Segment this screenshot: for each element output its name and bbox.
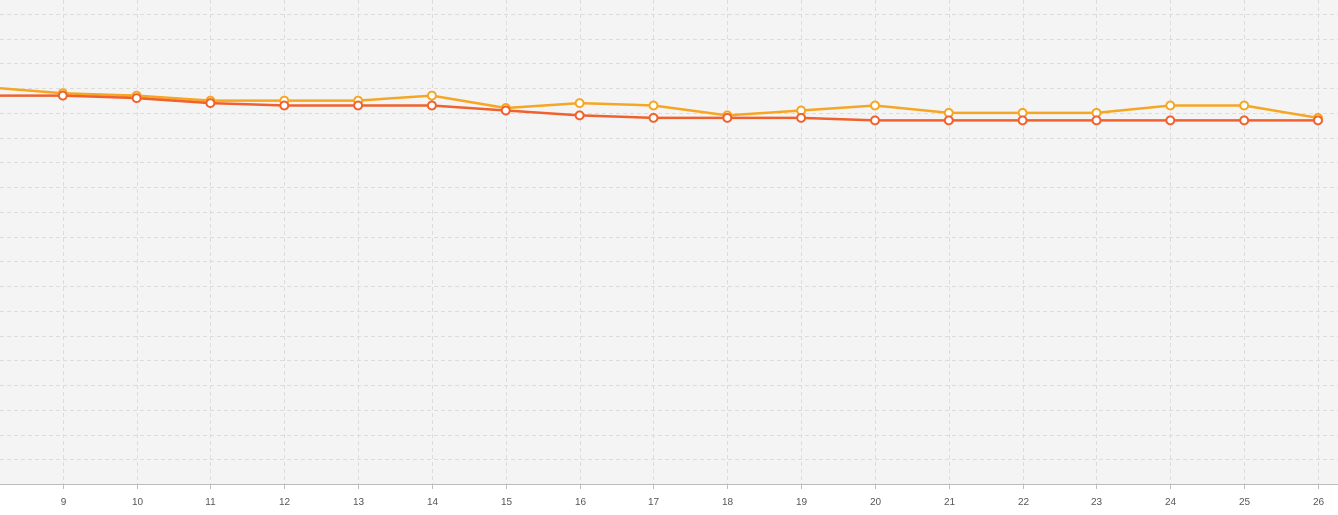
series-point-1 <box>870 100 880 111</box>
x-tick-label: 14 <box>427 497 439 508</box>
x-tick-label: 10 <box>132 497 144 508</box>
series-point-2 <box>1313 115 1323 126</box>
x-axis-tick-labels: 9 10 11 12 13 14 15 16 17 18 19 20 21 22 23 24 25 26 <box>61 497 1325 508</box>
horizontal-gridlines <box>0 14 1338 460</box>
series-point-2 <box>279 100 290 111</box>
series-point-1 <box>1165 100 1176 111</box>
x-tick-label: 24 <box>1165 497 1177 508</box>
series-point-2 <box>796 112 807 123</box>
series-point-1 <box>648 100 659 111</box>
series-point-2 <box>574 110 585 121</box>
series-point-2 <box>870 115 880 126</box>
vertical-gridlines <box>63 0 1319 484</box>
x-tick-label: 18 <box>722 497 734 508</box>
series-point-2 <box>131 93 142 104</box>
series-point-1 <box>1239 100 1250 111</box>
series-point-2 <box>1239 115 1250 126</box>
series-point-2 <box>353 100 364 111</box>
x-axis-ticks <box>63 484 1319 489</box>
series-point-2 <box>205 98 216 109</box>
x-tick-label: 11 <box>205 497 216 508</box>
x-tick-label: 16 <box>575 497 587 508</box>
x-tick-label: 15 <box>501 497 513 508</box>
x-tick-label: 19 <box>796 497 808 508</box>
x-tick-label: 25 <box>1239 497 1251 508</box>
x-tick-label: 13 <box>353 497 365 508</box>
series-point-2 <box>943 115 954 126</box>
series-point-2 <box>1017 115 1028 126</box>
x-tick-label: 21 <box>944 497 956 508</box>
series-point-1 <box>574 98 585 109</box>
series-points <box>57 88 1323 126</box>
series-point-1 <box>426 90 437 101</box>
x-tick-label: 17 <box>648 497 660 508</box>
series-point-2 <box>426 100 437 111</box>
series-point-2 <box>500 105 511 116</box>
series-point-2 <box>722 112 733 123</box>
x-tick-label: 12 <box>279 497 291 508</box>
x-tick-label: 23 <box>1091 497 1103 508</box>
x-tick-label: 26 <box>1313 497 1325 508</box>
series-point-2 <box>57 90 68 101</box>
x-tick-label: 22 <box>1018 497 1030 508</box>
x-tick-label: 9 <box>61 497 67 508</box>
x-tick-label: 20 <box>870 497 882 508</box>
series-point-2 <box>648 112 659 123</box>
series-point-2 <box>1165 115 1176 126</box>
series-point-2 <box>1091 115 1102 126</box>
plot-background <box>0 0 1338 484</box>
